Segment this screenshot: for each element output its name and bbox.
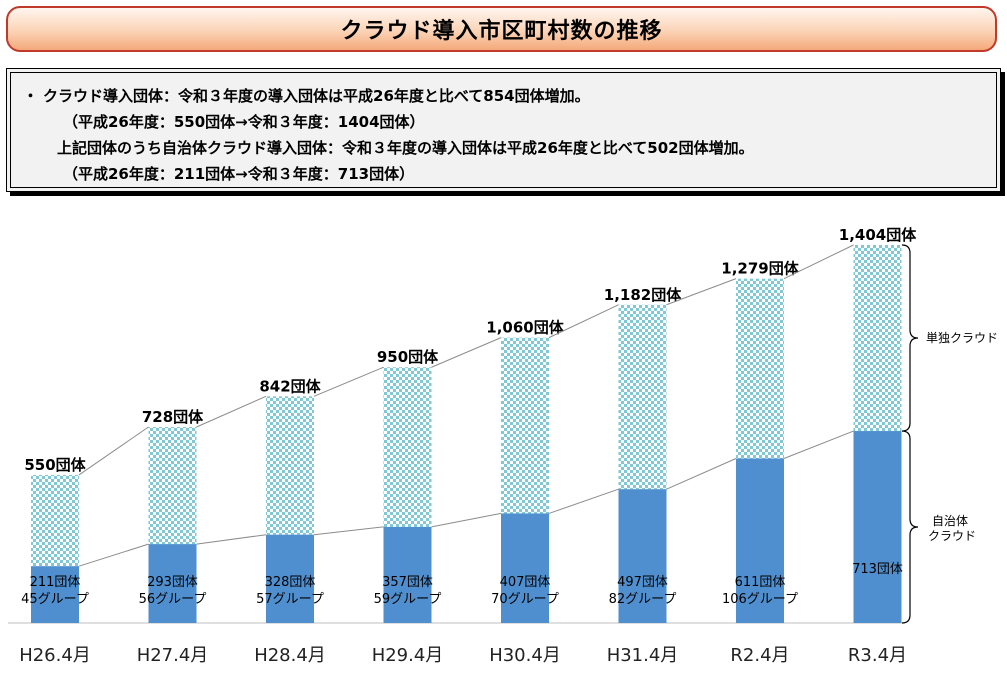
total-trend-line [313, 366, 384, 397]
jichitai-trend-line [783, 430, 854, 459]
bar-tandoku [501, 337, 549, 514]
jichitai-label: 497団体 [617, 575, 668, 590]
jichitai-trend-line [431, 512, 502, 528]
stacked-bar-chart: 550団体 211団体 45グループ H26.4月 728団体 293団体 56グループ H2… [8, 226, 998, 666]
category-label: H27.4月 [137, 645, 209, 666]
total-label: 1,279団体 [721, 260, 799, 278]
total-label: 1,404団体 [839, 226, 917, 244]
legend-jichitai-line: クラウド [928, 529, 976, 543]
group-label: 82グループ [609, 592, 677, 607]
bar-jichitai [501, 513, 549, 623]
title-banner: クラウド導入市区町村数の推移 [6, 6, 997, 52]
legend-jichitai: 自治体クラウド [928, 514, 976, 543]
total-trend-line [783, 244, 854, 280]
jichitai-trend-line [196, 534, 267, 545]
total-label: 550団体 [24, 456, 86, 474]
total-trend-line [548, 304, 619, 339]
group-label: 45グループ [21, 592, 89, 607]
bar-tandoku [266, 396, 314, 535]
brace-jichitai [901, 430, 919, 624]
total-trend-line [431, 337, 502, 368]
total-label: 1,060団体 [486, 319, 564, 337]
bar-jichitai [31, 566, 79, 623]
group-label: 57グループ [256, 592, 324, 607]
category-label: R2.4月 [730, 645, 789, 666]
total-label: 728団体 [142, 408, 204, 426]
bar-jichitai [266, 534, 314, 623]
total-trend-line [666, 278, 737, 306]
brace-tandoku [901, 244, 919, 432]
jichitai-trend-line [666, 458, 737, 490]
bar-tandoku [736, 278, 784, 459]
jichitai-label: 611団体 [735, 575, 786, 590]
bar-tandoku [148, 427, 197, 545]
page-title: クラウド導入市区町村数の推移 [340, 19, 663, 44]
bar-jichitai [853, 431, 902, 623]
jichitai-label: 328団体 [265, 575, 316, 590]
group-label: 56グループ [139, 592, 207, 607]
total-trend-line [196, 395, 267, 428]
jichitai-label: 713団体 [852, 562, 903, 577]
legend-tandoku: 単独クラウド [926, 331, 998, 345]
jichitai-trend-line [548, 488, 619, 514]
category-label: R3.4月 [848, 645, 907, 666]
category-label: H31.4月 [607, 645, 679, 666]
bar-tandoku [31, 474, 79, 567]
category-label: H28.4月 [254, 645, 326, 666]
bar-tandoku [853, 245, 902, 432]
summary-bullet: ・ [23, 87, 39, 105]
summary-box: ・ クラウド導入団体：令和３年度の導入団体は平成26年度と比べて854団体増加。… [6, 68, 1001, 192]
jichitai-label: 357団体 [382, 575, 433, 590]
category-label: H30.4月 [489, 645, 561, 666]
group-label: 106グループ [722, 592, 798, 607]
bar-jichitai [618, 489, 667, 623]
group-label: 59グループ [374, 592, 442, 607]
jichitai-label: 407団体 [500, 575, 551, 590]
jichitai-label: 293団体 [147, 575, 198, 590]
jichitai-trend-line [78, 543, 149, 567]
summary-box-inner: ・ クラウド導入団体：令和３年度の導入団体は平成26年度と比べて854団体増加。… [10, 72, 997, 188]
bar-jichitai [736, 458, 784, 623]
summary-line-4: （平成26年度：211団体→令和３年度：713団体） [63, 165, 415, 183]
summary-line-2: （平成26年度：550団体→令和３年度：1404団体） [63, 113, 425, 131]
jichitai-label: 211団体 [30, 575, 81, 590]
bar-tandoku [618, 304, 667, 490]
summary-line-1: クラウド導入団体：令和３年度の導入団体は平成26年度と比べて854団体増加。 [43, 87, 590, 105]
bar-tandoku [383, 367, 432, 527]
total-trend-line [78, 426, 149, 476]
summary-line-3: 上記団体のうち自治体クラウド導入団体：令和３年度の導入団体は平成26年度と比べて… [57, 139, 754, 157]
legend-jichitai-line: 自治体 [932, 514, 968, 528]
total-label: 1,182団体 [604, 286, 682, 304]
category-label: H29.4月 [372, 645, 444, 666]
total-label: 842団体 [259, 377, 321, 395]
category-label: H26.4月 [19, 645, 91, 666]
group-label: 70グループ [491, 592, 559, 607]
jichitai-trend-line [313, 526, 384, 536]
bar-jichitai [383, 526, 432, 623]
total-label: 950団体 [377, 348, 439, 366]
bar-jichitai [148, 544, 197, 623]
